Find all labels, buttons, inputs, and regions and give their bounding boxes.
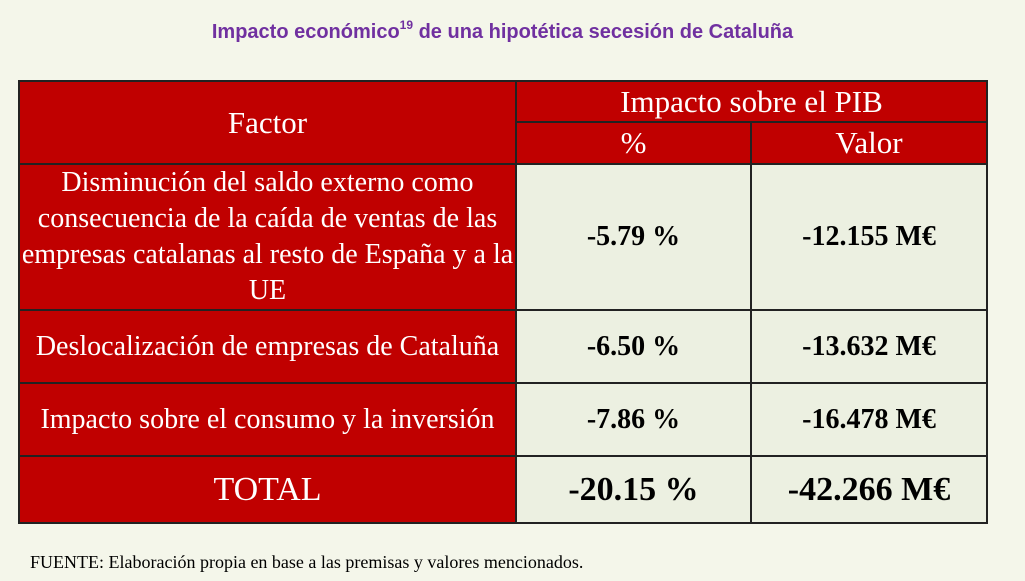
- percent-header: %: [515, 121, 752, 165]
- impact-table: Factor Impacto sobre el PIB % Valor Dism…: [18, 80, 989, 524]
- total-percent: -20.15 %: [515, 455, 752, 524]
- total-value: -42.266 M€: [749, 455, 989, 524]
- title-text-rest: de una hipotética secesión de Cataluña: [413, 21, 794, 43]
- percent-cell: -5.79 %: [515, 163, 752, 311]
- factor-cell: Deslocalización de empresas de Cataluña: [18, 309, 517, 384]
- table-row: Deslocalización de empresas de Cataluña …: [18, 309, 989, 384]
- value-cell: -13.632 M€: [749, 309, 989, 384]
- table-subheader-row: % Valor: [19, 121, 989, 165]
- page-title: Impacto económico19 de una hipotética se…: [0, 18, 1005, 44]
- value-cell: -12.155 M€: [749, 163, 989, 311]
- value-cell: -16.478 M€: [749, 382, 989, 457]
- factor-header: Factor: [18, 80, 517, 165]
- total-row: TOTAL -20.15 % -42.266 M€: [18, 455, 989, 524]
- table-row: Impacto sobre el consumo y la inversión …: [18, 382, 989, 457]
- table-header-row: Factor Impacto sobre el PIB: [18, 80, 989, 165]
- percent-cell: -6.50 %: [515, 309, 752, 384]
- value-header: Valor: [749, 121, 989, 165]
- factor-cell: Impacto sobre el consumo y la inversión: [18, 382, 517, 457]
- impact-header: Impacto sobre el PIB: [514, 80, 989, 123]
- factor-cell: Disminución del saldo externo como conse…: [18, 163, 517, 311]
- percent-cell: -7.86 %: [515, 382, 752, 457]
- source-note: FUENTE: Elaboración propia en base a las…: [30, 552, 584, 572]
- table-row: Disminución del saldo externo como conse…: [18, 163, 989, 311]
- total-label: TOTAL: [18, 455, 517, 524]
- title-text: Impacto económico: [211, 21, 400, 43]
- footnote-marker: 19: [399, 18, 414, 32]
